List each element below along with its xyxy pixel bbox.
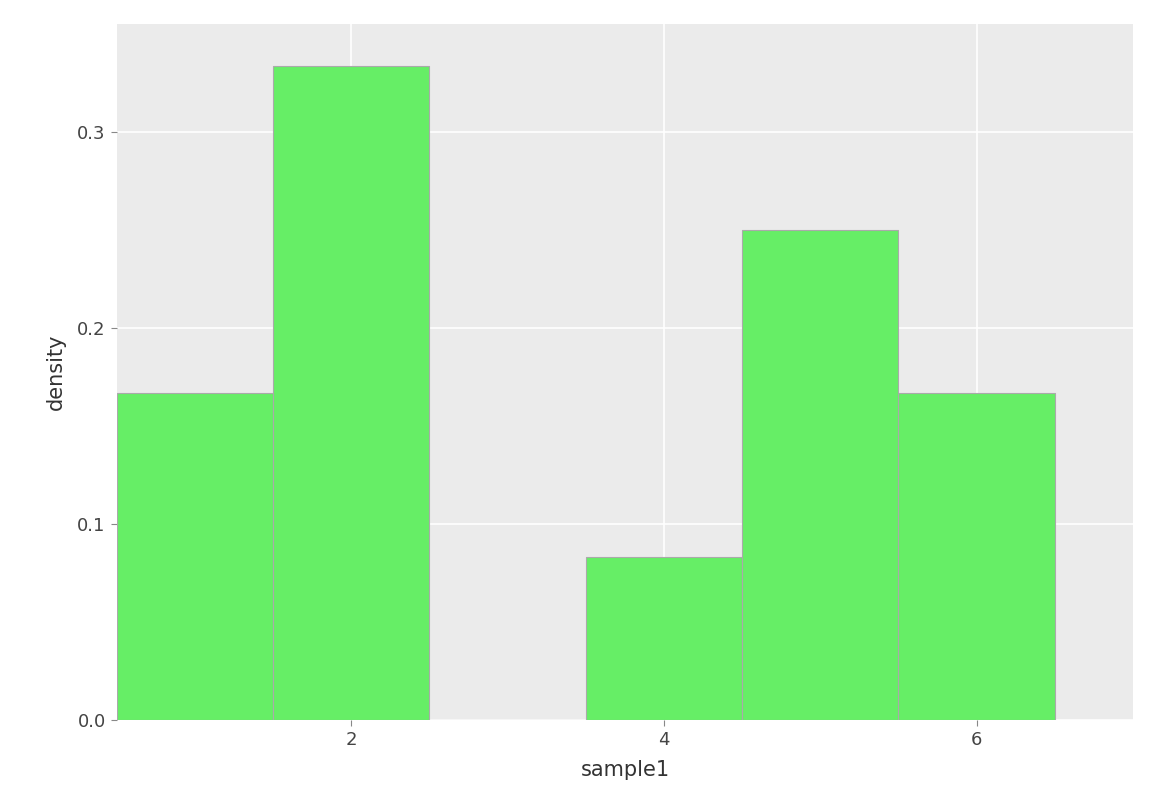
Bar — [117, 394, 273, 720]
Bar — [273, 66, 430, 720]
Bar — [586, 557, 742, 720]
Y-axis label: density: density — [46, 334, 67, 410]
Bar — [742, 230, 898, 720]
X-axis label: sample1: sample1 — [580, 760, 669, 780]
Bar — [898, 394, 1055, 720]
